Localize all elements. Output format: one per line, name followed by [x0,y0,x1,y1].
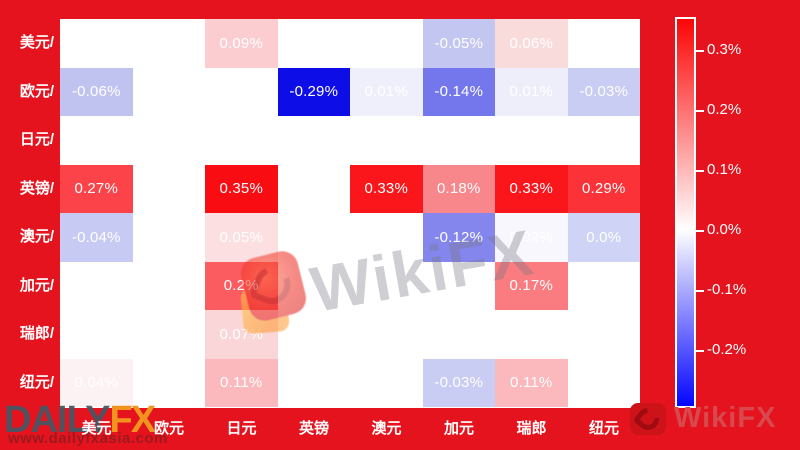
heatmap-cell: 0.05% [205,213,278,262]
heatmap-cell: -0.12% [422,213,495,262]
heatmap-cell: -0.03% [422,358,495,407]
heatmap-cell-value: 0.07% [219,325,264,343]
col-label: 澳元 [371,420,402,437]
heatmap-cell: 0.33% [495,164,568,213]
colorbar-tick-label: -0.2% [707,341,747,358]
heatmap-cell-value: 0.11% [220,374,263,392]
heatmap-cell: -0.04% [60,213,133,262]
col-label: 加元 [443,420,474,437]
colorbar-tick-label: 0.0% [707,221,742,238]
heatmap-cell-value: 0.33% [364,180,409,198]
heatmap-cell-value: 0.05% [219,228,264,246]
heatmap-cell: 0.29% [567,164,640,213]
heatmap-cell: 0.02% [495,213,568,262]
dailyfx-url: www.dailyfxasia.com [8,430,168,447]
heatmap-cell: -0.29% [277,67,350,116]
row-label: 瑞郎/ [19,325,54,343]
heatmap-cell: 0.33% [350,164,423,213]
colorbar [675,17,696,408]
heatmap-cell: 0.35% [205,164,278,213]
heatmap-cell-value: 0.29% [581,180,626,198]
heatmap-cell: 0.06% [495,19,568,68]
col-label: 纽元 [588,420,619,437]
heatmap-cell-value: -0.12% [434,228,484,246]
colorbar-tick-mark [696,230,704,232]
heatmap-cell: 0.11% [205,358,278,407]
col-label: 欧元 [153,420,184,437]
heatmap-cell-value: -0.04% [71,228,121,246]
heatmap-cell: 0.11% [495,358,568,407]
heatmap-cell: 0.17% [495,261,568,310]
col-label: 瑞郎 [516,420,547,437]
heatmap-cell: -0.03% [567,67,640,116]
wikifx-footer-label: WikiFX [674,402,777,434]
col-label: 英镑 [298,420,329,437]
wikifx-footer-logo: WikiFX [630,402,776,435]
colorbar-tick-mark [696,290,704,292]
heatmap-cell: 0.09% [205,19,278,68]
row-label: 美元/ [19,34,54,52]
row-label: 澳元/ [19,228,54,246]
heatmap-cell-value: 0.01% [509,83,554,101]
heatmap-cell-value: -0.03% [434,374,484,392]
heatmap-cell-value: -0.29% [289,83,339,101]
heatmap-cell: 0.07% [205,310,278,359]
heatmap-cell: 0.04% [60,358,133,407]
heatmap-cell-value: 0.11% [510,374,553,392]
colorbar-tick-label: 0.2% [707,101,742,118]
heatmap-cell: -0.05% [422,19,495,68]
heatmap-cell-value: -0.03% [579,83,629,101]
dailyfx-logo-fx: FX [109,399,157,441]
heatmap-cell-value: 0.09% [219,34,264,52]
heatmap-cell-value: 0.35% [219,180,264,198]
heatmap-cell: -0.14% [422,67,495,116]
colorbar-tick-mark [696,170,704,172]
row-label: 欧元/ [19,82,54,100]
row-label: 日元/ [19,131,54,149]
colorbar-tick-label: 0.3% [707,41,742,58]
heatmap-cell-value: 0.18% [436,180,481,198]
row-label: 英镑/ [19,179,54,197]
heatmap-cell-value: 0.02% [509,228,554,246]
heatmap-cell-value: 0.06% [509,34,554,52]
heatmap-cell: 0.18% [422,164,495,213]
colorbar-tick-label: -0.1% [707,281,747,298]
heatmap-cell-value: -0.14% [434,83,484,101]
colorbar-tick-mark [696,350,704,352]
heatmap-cell: 0.27% [60,164,133,213]
heatmap-cell: -0.06% [60,67,133,116]
wikifx-badge-icon [630,402,666,435]
heatmap-cell-value: -0.05% [434,34,484,52]
heatmap-cell-value: 0.2% [223,277,259,295]
heatmap-cell-value: 0.04% [74,374,119,392]
heatmap-cell-value: 0.17% [509,277,554,295]
heatmap-cell: 0.2% [205,261,278,310]
row-label: 纽元/ [19,373,54,391]
heatmap-cell-value: 0.0% [586,228,622,246]
heatmap-cell-value: 0.01% [364,83,409,101]
colorbar-tick-label: 0.1% [707,161,742,178]
heatmap-cell: 0.01% [350,67,423,116]
heatmap-cell: 0.0% [567,213,640,262]
heatmap-cell-value: 0.33% [509,180,554,198]
colorbar-tick-mark [696,110,704,112]
heatmap-cell: 0.01% [495,67,568,116]
colorbar-tick-mark [696,50,704,52]
heatmap-grid: 0.09% -0.05% 0.06% -0.06% -0.29% 0.01% -0.14% 0… [60,19,640,408]
col-label: 日元 [226,420,257,437]
heatmap-cell-value: -0.06% [71,83,121,101]
row-label: 加元/ [19,276,54,294]
dailyfx-logo-daily: DAILY [4,399,111,441]
dailyfx-logo: DAILYFX [4,401,156,439]
heatmap-cell-value: 0.27% [74,180,119,198]
col-label: 美元 [81,420,112,437]
